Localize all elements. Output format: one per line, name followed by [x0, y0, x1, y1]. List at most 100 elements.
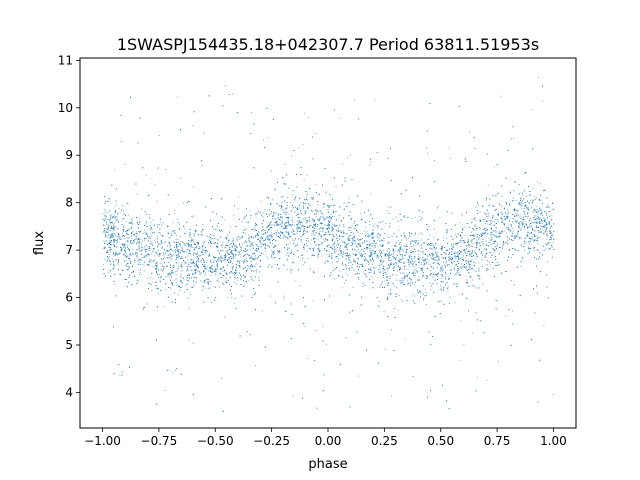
data-point [110, 241, 112, 243]
data-point [192, 342, 194, 344]
data-point [351, 242, 353, 244]
data-point [552, 394, 554, 396]
data-point [381, 251, 382, 253]
data-point [180, 264, 182, 266]
data-point [273, 214, 275, 215]
data-point [246, 257, 247, 259]
data-point [433, 228, 435, 230]
data-point [410, 250, 412, 252]
data-point [430, 266, 432, 267]
data-point [138, 281, 140, 283]
data-point [129, 274, 130, 276]
data-point [387, 250, 388, 252]
data-point [275, 234, 277, 236]
data-point [347, 252, 348, 254]
data-point [282, 196, 284, 198]
data-point [345, 337, 347, 339]
data-point [353, 232, 354, 234]
data-point [229, 284, 230, 286]
data-point [536, 248, 538, 250]
data-point [314, 234, 316, 236]
data-point [206, 266, 208, 268]
data-point [173, 247, 175, 248]
data-point [328, 232, 329, 234]
data-point [408, 233, 410, 235]
data-point [223, 260, 224, 261]
data-point [111, 258, 113, 260]
data-point [338, 214, 340, 216]
data-point [340, 215, 342, 217]
data-point [549, 216, 550, 218]
data-point [317, 254, 319, 256]
data-point [422, 248, 423, 250]
data-point [238, 236, 240, 238]
data-point [264, 233, 266, 235]
data-point [287, 218, 289, 220]
data-point [358, 266, 360, 268]
data-point [118, 207, 120, 209]
data-point [478, 262, 480, 264]
data-point [492, 216, 493, 218]
data-point [502, 245, 504, 247]
data-point [292, 194, 294, 196]
data-point [529, 248, 530, 250]
data-point [168, 237, 170, 239]
data-point [136, 241, 138, 243]
data-point [126, 257, 128, 258]
data-point [232, 255, 234, 257]
data-point [404, 266, 405, 267]
data-point [505, 315, 507, 317]
data-point [220, 269, 222, 270]
data-point [392, 249, 394, 251]
data-point [228, 257, 230, 259]
data-point [232, 93, 233, 95]
data-point [520, 266, 522, 267]
data-point [171, 249, 173, 251]
data-point [244, 241, 245, 243]
data-point [441, 245, 443, 247]
data-point [420, 257, 422, 259]
data-point [408, 259, 410, 260]
data-point [434, 250, 436, 252]
data-point [238, 196, 240, 198]
data-point [173, 280, 175, 282]
data-point [490, 264, 491, 266]
data-point [190, 262, 192, 264]
data-point [493, 166, 495, 168]
data-point [401, 256, 403, 258]
scatter-points [102, 76, 555, 412]
data-point [458, 242, 460, 243]
data-point [272, 257, 274, 259]
data-point [351, 225, 353, 227]
data-point [180, 264, 182, 265]
data-point [513, 248, 515, 249]
data-point [147, 277, 149, 279]
data-point [267, 137, 269, 139]
data-point [334, 252, 336, 254]
data-point [287, 238, 289, 240]
data-point [497, 215, 499, 216]
data-point [180, 252, 182, 254]
data-point [536, 208, 538, 210]
data-point [103, 246, 105, 248]
data-point [344, 243, 346, 244]
data-point [490, 223, 492, 224]
data-point [170, 257, 172, 259]
data-point [387, 277, 389, 279]
data-point [340, 117, 342, 119]
data-point [190, 254, 191, 255]
data-point [307, 226, 309, 228]
data-point [501, 205, 503, 207]
data-point [437, 263, 439, 265]
data-point [232, 272, 233, 274]
data-point [356, 245, 357, 247]
data-point [401, 280, 403, 281]
data-point [511, 280, 512, 281]
data-point [303, 229, 305, 231]
data-point [446, 281, 448, 283]
data-point [111, 221, 112, 223]
data-point [126, 263, 128, 265]
data-point [546, 214, 547, 216]
data-point [386, 235, 388, 237]
